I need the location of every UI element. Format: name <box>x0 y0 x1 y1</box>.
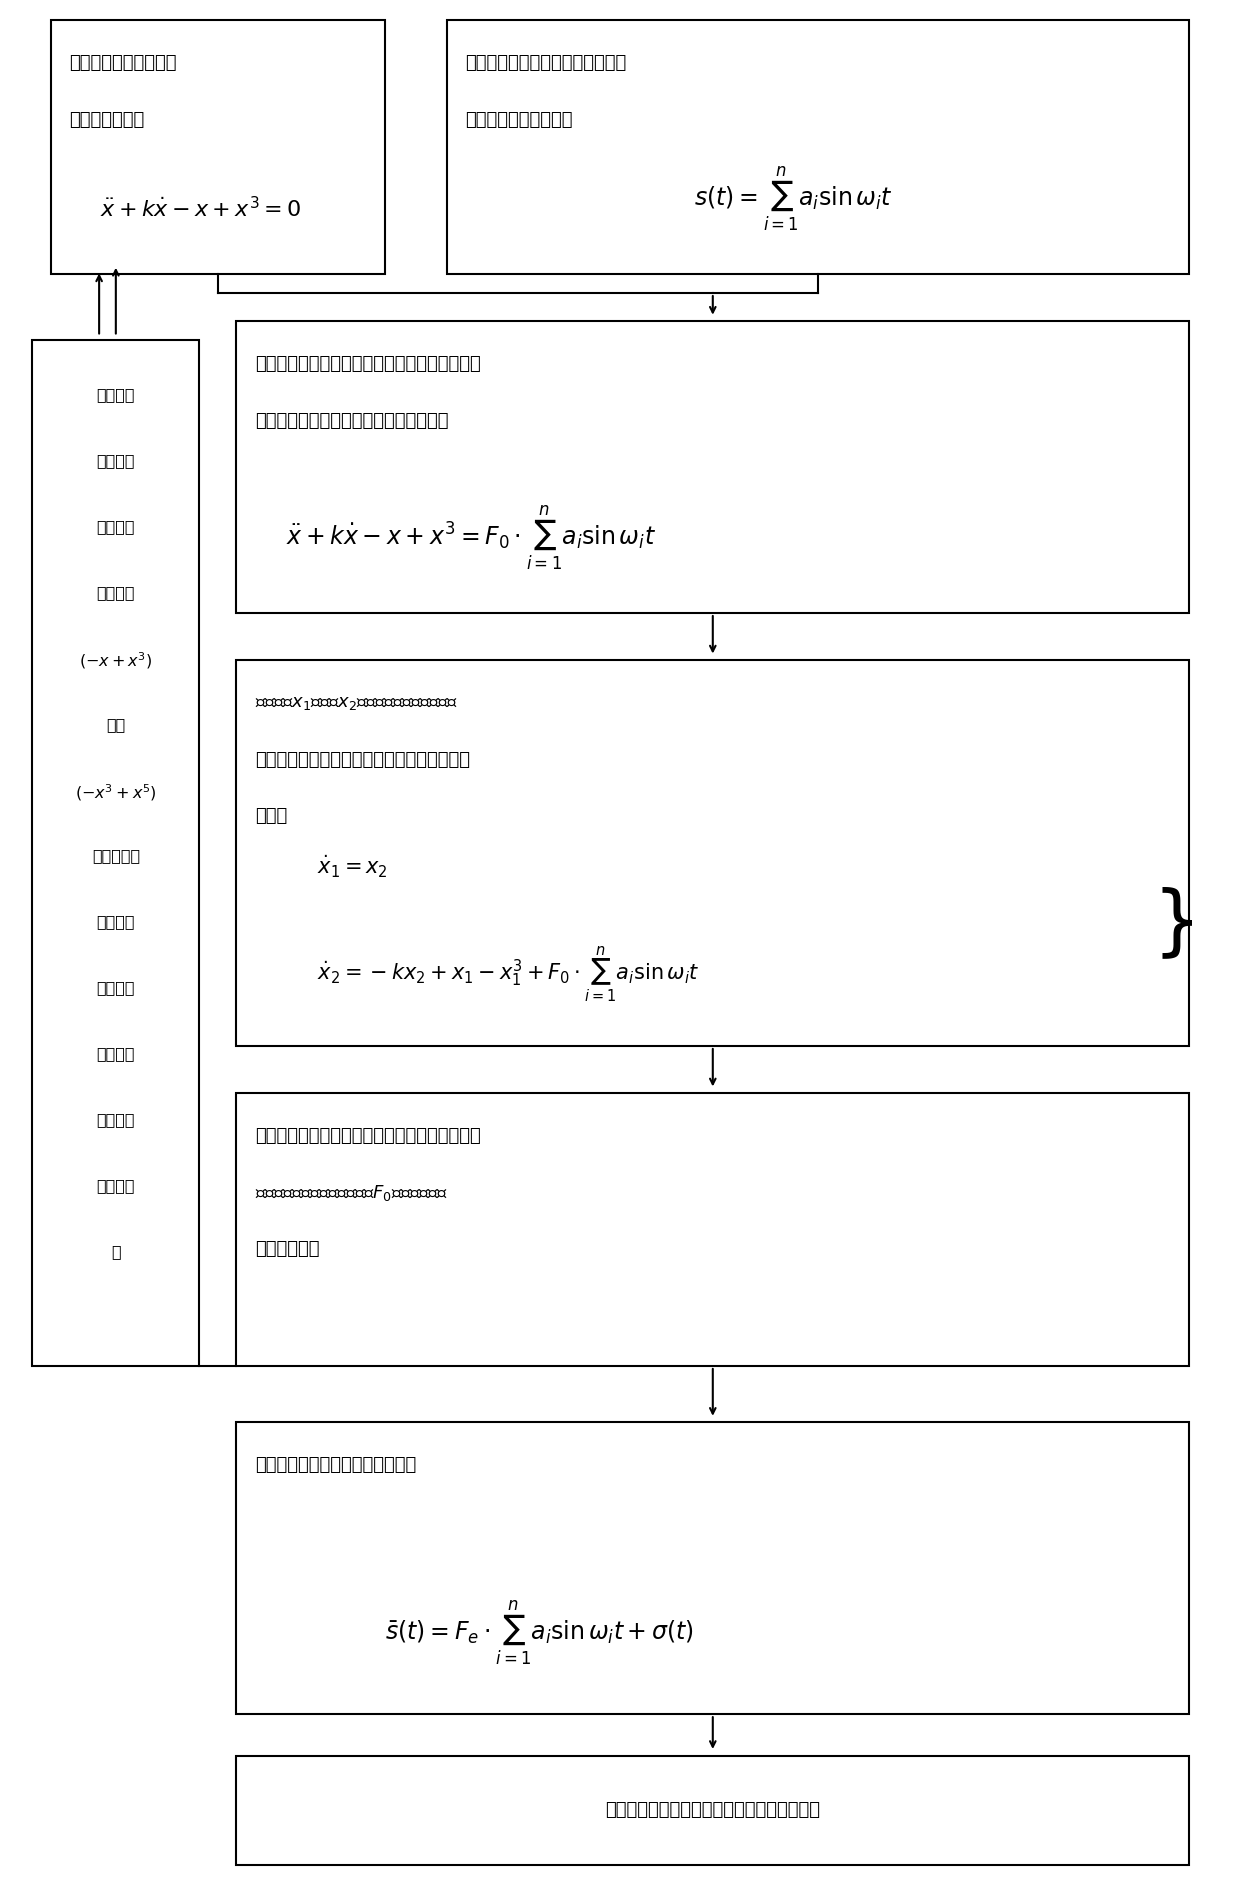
Text: $\dot{x}_2=-kx_2+x_1-x_1^3+F_0\cdot\sum_{i=1}^{n}a_i\sin\omega_i t$: $\dot{x}_2=-kx_2+x_1-x_1^3+F_0\cdot\sum_… <box>317 944 699 1005</box>
Text: 可将达芬: 可将达芬 <box>97 386 135 402</box>
Text: 的初始策动力: 的初始策动力 <box>255 1240 320 1257</box>
Text: 达芬混沌振子微弱信号检测系统改写为方程组: 达芬混沌振子微弱信号检测系统改写为方程组 <box>255 750 470 769</box>
Text: 引入含噪声的微弱多频被检信号：: 引入含噪声的微弱多频被检信号： <box>255 1457 417 1474</box>
Text: 变规律识: 变规律识 <box>97 980 135 995</box>
Text: $\bar{s}(t)=F_e\cdot\sum_{i=1}^{n}a_i\sin\omega_i t+\sigma(t)$: $\bar{s}(t)=F_e\cdot\sum_{i=1}^{n}a_i\si… <box>384 1598 694 1666</box>
FancyBboxPatch shape <box>237 660 1189 1046</box>
Text: 恢复力项: 恢复力项 <box>97 584 135 599</box>
Text: 将被检信号作为达芬振子的激励项因子，构建多: 将被检信号作为达芬振子的激励项因子，构建多 <box>255 354 481 373</box>
Text: 选取自由振动达芬混沌: 选取自由振动达芬混沌 <box>69 55 177 72</box>
Text: $\}$: $\}$ <box>1152 886 1193 961</box>
Text: 别性较佳: 别性较佳 <box>97 1046 135 1061</box>
Text: 形式：: 形式： <box>255 807 288 826</box>
Text: $\dot{x}_1=x_2$: $\dot{x}_1=x_2$ <box>317 854 388 880</box>
Text: 项: 项 <box>112 1244 120 1259</box>
Text: 别性的相变临界状态所对应的$F_0$作为检测系统: 别性的相变临界状态所对应的$F_0$作为检测系统 <box>255 1184 448 1203</box>
Text: 为恢复力: 为恢复力 <box>97 1178 135 1193</box>
Text: 求解方程组，取对策动力变化敏感且具有良好识: 求解方程组，取对策动力变化敏感且具有良好识 <box>255 1127 481 1144</box>
Text: 沌振子相: 沌振子相 <box>97 914 135 929</box>
FancyBboxPatch shape <box>51 21 384 275</box>
Text: 改为: 改为 <box>107 716 125 731</box>
Text: 根据检测系统的相变规律来检测微弱多频信号: 根据检测系统的相变规律来检测微弱多频信号 <box>605 1802 821 1819</box>
Text: 振子数学模型：: 振子数学模型： <box>69 111 145 128</box>
FancyBboxPatch shape <box>237 1093 1189 1367</box>
FancyBboxPatch shape <box>237 320 1189 613</box>
FancyBboxPatch shape <box>32 339 200 1367</box>
Text: 模型中的: 模型中的 <box>97 518 135 533</box>
Text: $(-x+x^3)$: $(-x+x^3)$ <box>79 650 153 671</box>
Text: $(-x^3+x^5)$: $(-x^3+x^5)$ <box>74 782 156 803</box>
Text: $\ddot{x}+k\dot{x}-x+x^3=0$: $\ddot{x}+k\dot{x}-x+x^3=0$ <box>100 196 303 222</box>
Text: 的一种作: 的一种作 <box>97 1112 135 1127</box>
Text: 频率谐波叠加的形式：: 频率谐波叠加的形式： <box>465 111 573 128</box>
Text: 振子数学: 振子数学 <box>97 452 135 467</box>
Text: 频激励达芬混沌振子微弱信号检测系统：: 频激励达芬混沌振子微弱信号检测系统： <box>255 411 449 430</box>
Text: $s(t)=\sum_{i=1}^{n}a_i\sin\omega_i t$: $s(t)=\sum_{i=1}^{n}a_i\sin\omega_i t$ <box>694 164 893 234</box>
FancyBboxPatch shape <box>446 21 1189 275</box>
Text: ，选择使混: ，选择使混 <box>92 848 140 863</box>
Text: $\ddot{x}+k\dot{x}-x+x^3=F_0\cdot\sum_{i=1}^{n}a_i\sin\omega_i t$: $\ddot{x}+k\dot{x}-x+x^3=F_0\cdot\sum_{i… <box>286 503 656 571</box>
FancyBboxPatch shape <box>237 1423 1189 1713</box>
FancyBboxPatch shape <box>237 1755 1189 1864</box>
Text: 选取位移$x_1$、速度$x_2$为状态变量，将多频激励: 选取位移$x_1$、速度$x_2$为状态变量，将多频激励 <box>255 694 458 713</box>
Text: 将不含噪声的被检信号分解成不同: 将不含噪声的被检信号分解成不同 <box>465 55 626 72</box>
